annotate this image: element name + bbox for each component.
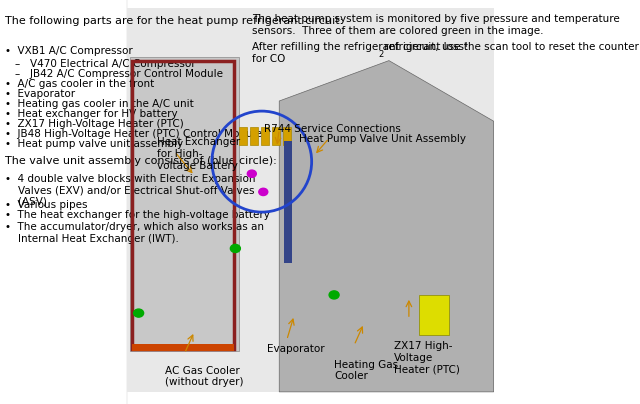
Text: •  Heating gas cooler in the A/C unit: • Heating gas cooler in the A/C unit	[5, 99, 194, 109]
Circle shape	[259, 188, 268, 196]
Text: •  JB48 High-Voltage Heater (PTC) Control Module: • JB48 High-Voltage Heater (PTC) Control…	[5, 129, 262, 139]
Bar	[250, 127, 259, 145]
Text: •  The heat exchanger for the high-voltage battery: • The heat exchanger for the high-voltag…	[5, 210, 270, 220]
FancyBboxPatch shape	[130, 57, 239, 351]
Text: The following parts are for the heat pump refrigerant circuit:: The following parts are for the heat pum…	[5, 16, 343, 26]
Text: •  Heat pump valve unit assembly: • Heat pump valve unit assembly	[5, 139, 183, 149]
Text: •  VXB1 A/C Compressor: • VXB1 A/C Compressor	[5, 46, 132, 57]
Text: •  The accumulator/dryer, which also works as an
    Internal Heat Exchanger (IW: • The accumulator/dryer, which also work…	[5, 222, 264, 244]
Text: Heat Pump Valve Unit Assembly: Heat Pump Valve Unit Assembly	[299, 134, 466, 144]
Bar	[272, 127, 280, 145]
Text: Heat Exchanger
for High-
voltage Battery: Heat Exchanger for High- voltage Battery	[157, 137, 240, 170]
Polygon shape	[279, 61, 493, 392]
Text: 2: 2	[378, 50, 383, 59]
Text: •  Evaporator: • Evaporator	[5, 89, 75, 99]
Text: •  ZX17 High-Voltage Heater (PTC): • ZX17 High-Voltage Heater (PTC)	[5, 119, 184, 129]
Bar	[132, 344, 234, 351]
Circle shape	[134, 309, 143, 317]
Text: The valve unit assembly consists of (blue circle):: The valve unit assembly consists of (blu…	[5, 156, 276, 166]
Text: •  Various pipes: • Various pipes	[5, 200, 88, 210]
Text: refrigerant loss!: refrigerant loss!	[381, 42, 468, 53]
Text: The heat pump system is monitored by five pressure and temperature
sensors.  Thr: The heat pump system is monitored by fiv…	[252, 14, 620, 36]
Text: Evaporator: Evaporator	[267, 344, 324, 354]
Circle shape	[230, 244, 241, 252]
Text: Heating Gas
Cooler: Heating Gas Cooler	[334, 360, 398, 381]
Text: After refilling the refrigerant circuit, use the scan tool to reset the counter
: After refilling the refrigerant circuit,…	[252, 42, 639, 64]
Bar	[284, 127, 291, 145]
Circle shape	[329, 291, 339, 299]
Bar	[127, 8, 493, 392]
Text: ZX17 High-
Voltage
Heater (PTC): ZX17 High- Voltage Heater (PTC)	[394, 341, 460, 375]
Bar	[284, 141, 292, 263]
Text: •  4 double valve blocks with Electric Expansion
    Valves (EXV) and/or Electri: • 4 double valve blocks with Electric Ex…	[5, 174, 255, 207]
Text: •  A/C gas cooler in the front: • A/C gas cooler in the front	[5, 79, 154, 89]
Text: –   V470 Electrical A/C Compressor: – V470 Electrical A/C Compressor	[15, 59, 196, 69]
Bar	[261, 127, 269, 145]
Text: –   JB42 A/C Compressor Control Module: – JB42 A/C Compressor Control Module	[15, 69, 223, 79]
Bar	[419, 295, 449, 335]
Bar	[239, 127, 247, 145]
Text: •  Heat exchanger for HV battery: • Heat exchanger for HV battery	[5, 109, 178, 119]
Text: AC Gas Cooler
(without dryer): AC Gas Cooler (without dryer)	[164, 366, 243, 387]
Circle shape	[247, 170, 256, 177]
Text: R744 Service Connections: R744 Service Connections	[264, 124, 401, 135]
